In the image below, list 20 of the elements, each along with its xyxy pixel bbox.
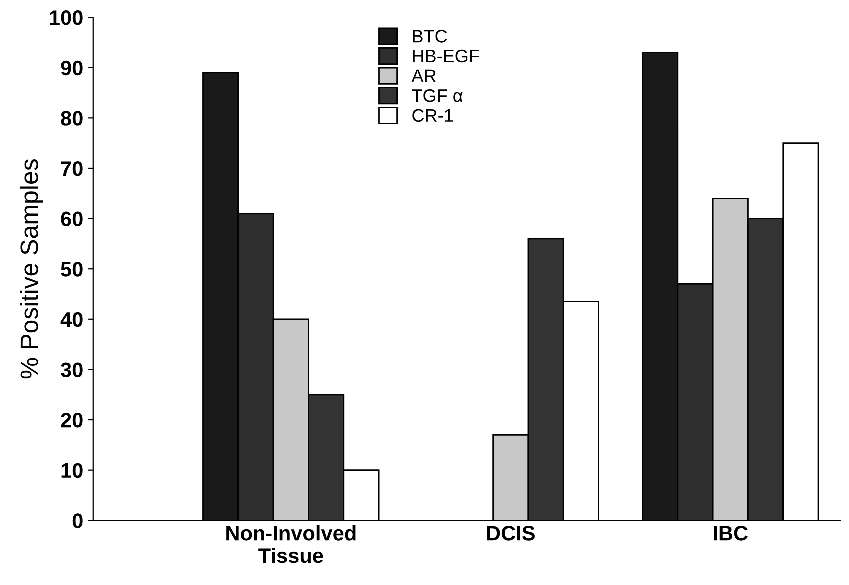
y-tick-label: 40 (60, 312, 83, 328)
legend-label: CR-1 (412, 109, 453, 122)
y-tick-label: 100 (50, 10, 83, 26)
legend-label: TGF α (412, 89, 463, 102)
y-tick-label: 30 (60, 362, 83, 378)
y-tick-label: 10 (62, 463, 83, 478)
y-axis-title: % Positive Samples (20, 160, 44, 379)
y-tick-label: 90 (61, 60, 83, 76)
y-tick-label: 0 (72, 514, 83, 528)
legend-label: AR (412, 70, 436, 82)
x-tick-label: Non-Involved Tissue (226, 526, 356, 564)
x-tick-label: DCIS (487, 526, 535, 541)
y-tick-label: 80 (61, 111, 83, 126)
legend-label: HB-EGF (413, 50, 480, 63)
x-tick-label: IBC (714, 526, 748, 541)
y-tick-label: 50 (61, 262, 83, 277)
legend-label: BTC (413, 30, 448, 43)
y-tick-label: 70 (61, 161, 83, 176)
y-tick-label: 20 (61, 413, 83, 428)
y-tick-label: 60 (61, 212, 83, 227)
